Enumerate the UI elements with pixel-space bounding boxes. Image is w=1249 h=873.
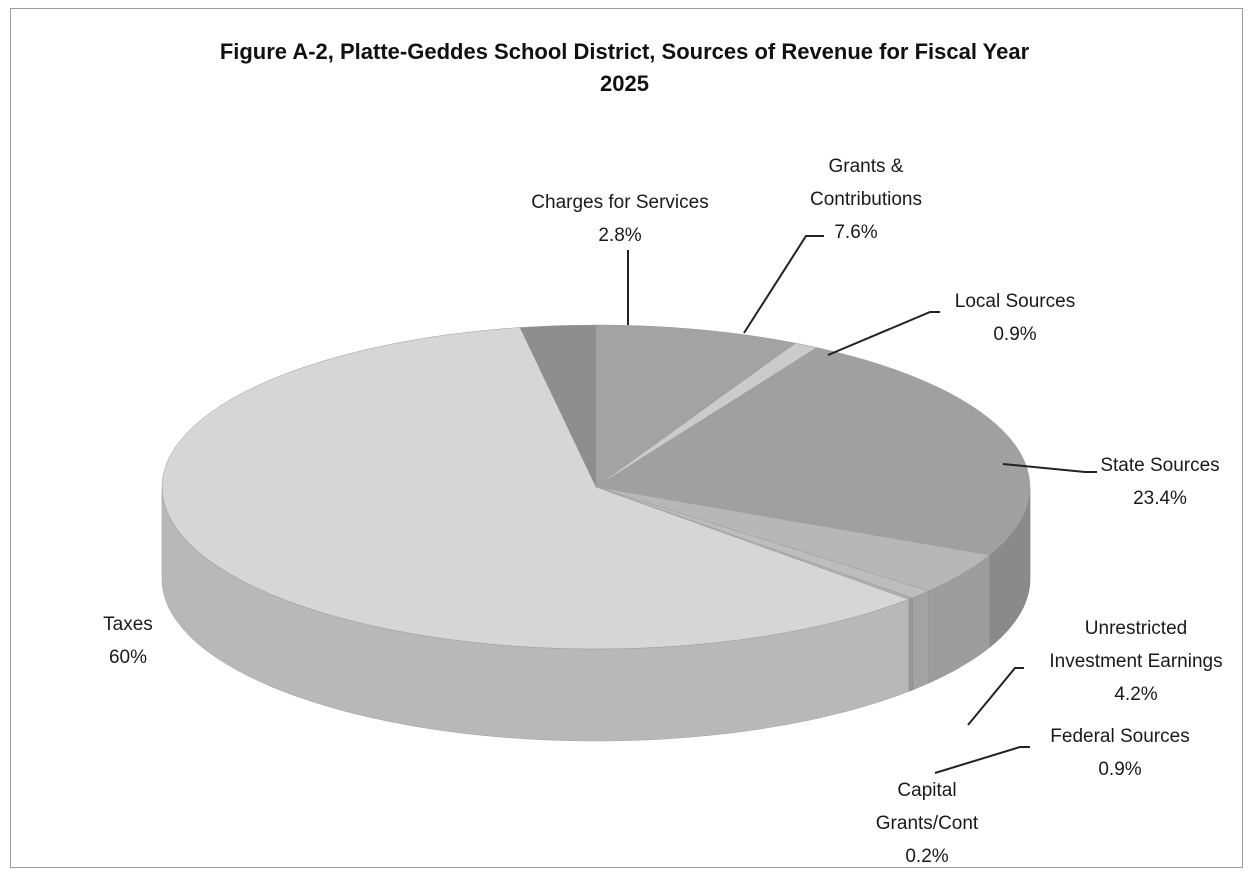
- category-label-capital-grants-cont: Capital: [897, 780, 956, 801]
- data-label-federal-sources: 0.9%: [1098, 759, 1141, 780]
- data-label-grants-contributions: 7.6%: [834, 222, 877, 243]
- category-label-unrestricted-investment-earnings: Investment Earnings: [1049, 651, 1222, 672]
- slice-charges-for-services: [519, 324, 597, 488]
- data-label-local-sources: 0.9%: [993, 324, 1036, 345]
- slice-state-sources: [595, 347, 1031, 556]
- data-label-state-sources: 23.4%: [1133, 488, 1187, 509]
- leader-line-unrestricted-investment-earnings: [967, 667, 1024, 726]
- slice-taxes: [161, 327, 910, 650]
- category-label-grants-contributions: Contributions: [810, 189, 922, 210]
- leader-line-federal-sources: [934, 746, 1030, 774]
- pie-top-group: [161, 324, 1031, 650]
- category-label-capital-grants-cont: Grants/Cont: [876, 813, 979, 834]
- slice-side-capital-grants-cont: [908, 597, 913, 692]
- data-label-charges-for-services: 2.8%: [598, 225, 641, 246]
- category-label-local-sources: Local Sources: [955, 291, 1075, 312]
- data-label-capital-grants-cont: 0.2%: [905, 846, 948, 867]
- category-label-federal-sources: Federal Sources: [1050, 726, 1189, 747]
- data-label-taxes: 60%: [109, 647, 147, 668]
- category-label-state-sources: State Sources: [1100, 455, 1219, 476]
- slice-grants-contributions: [595, 324, 797, 488]
- data-labels: Grants & Contributions 7.6% Local Sources 0.…: [103, 156, 1222, 867]
- chart-title: Figure A-2, Platte-Geddes School Distric…: [0, 36, 1249, 100]
- category-label-unrestricted-investment-earnings: Unrestricted: [1085, 618, 1187, 639]
- category-label-grants-contributions: Grants &: [829, 156, 904, 177]
- chart-title-line-1: Figure A-2, Platte-Geddes School Distric…: [219, 39, 1030, 64]
- pie-side-group: [161, 486, 1031, 742]
- leader-line-local-sources: [827, 311, 940, 356]
- leader-line-grants-contributions: [743, 235, 824, 334]
- category-label-charges-for-services: Charges for Services: [531, 192, 708, 213]
- slice-side-federal-sources: [912, 590, 929, 691]
- chart-title-line-2: 2025: [600, 71, 649, 96]
- category-label-taxes: Taxes: [103, 614, 153, 635]
- leader-line-state-sources: [1002, 463, 1097, 473]
- data-label-unrestricted-investment-earnings: 4.2%: [1114, 684, 1157, 705]
